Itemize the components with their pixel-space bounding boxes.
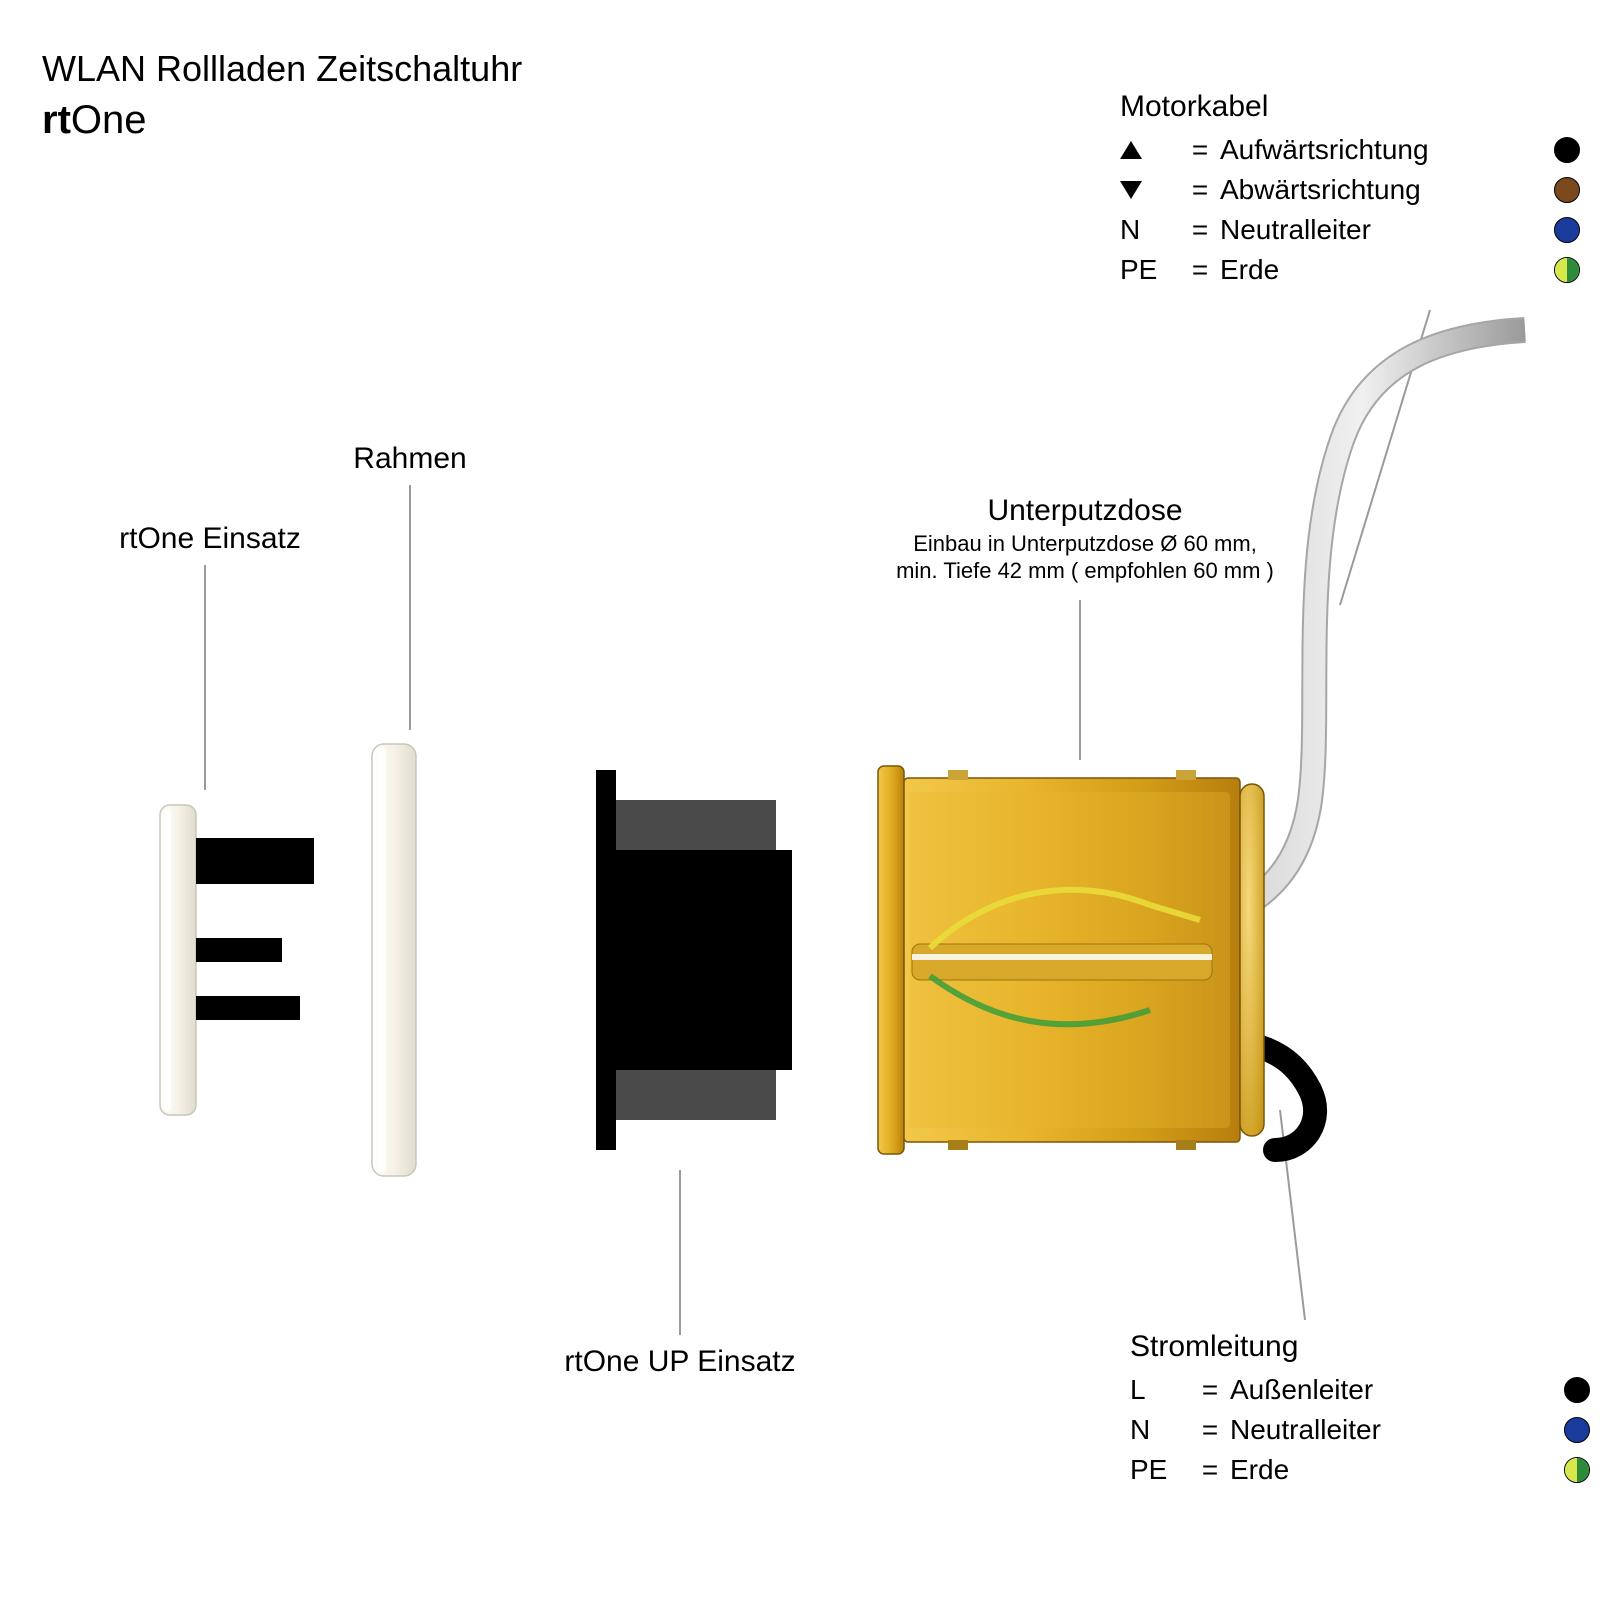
unterputzdose [878, 766, 1264, 1154]
up-einsatz [596, 770, 792, 1150]
rahmen [372, 744, 416, 1176]
diagram-canvas: WLAN Rollladen Zeitschaltuhr rtOne rtOne… [0, 0, 1600, 1600]
diagram-svg [0, 0, 1600, 1600]
rtone-einsatz [160, 805, 314, 1115]
